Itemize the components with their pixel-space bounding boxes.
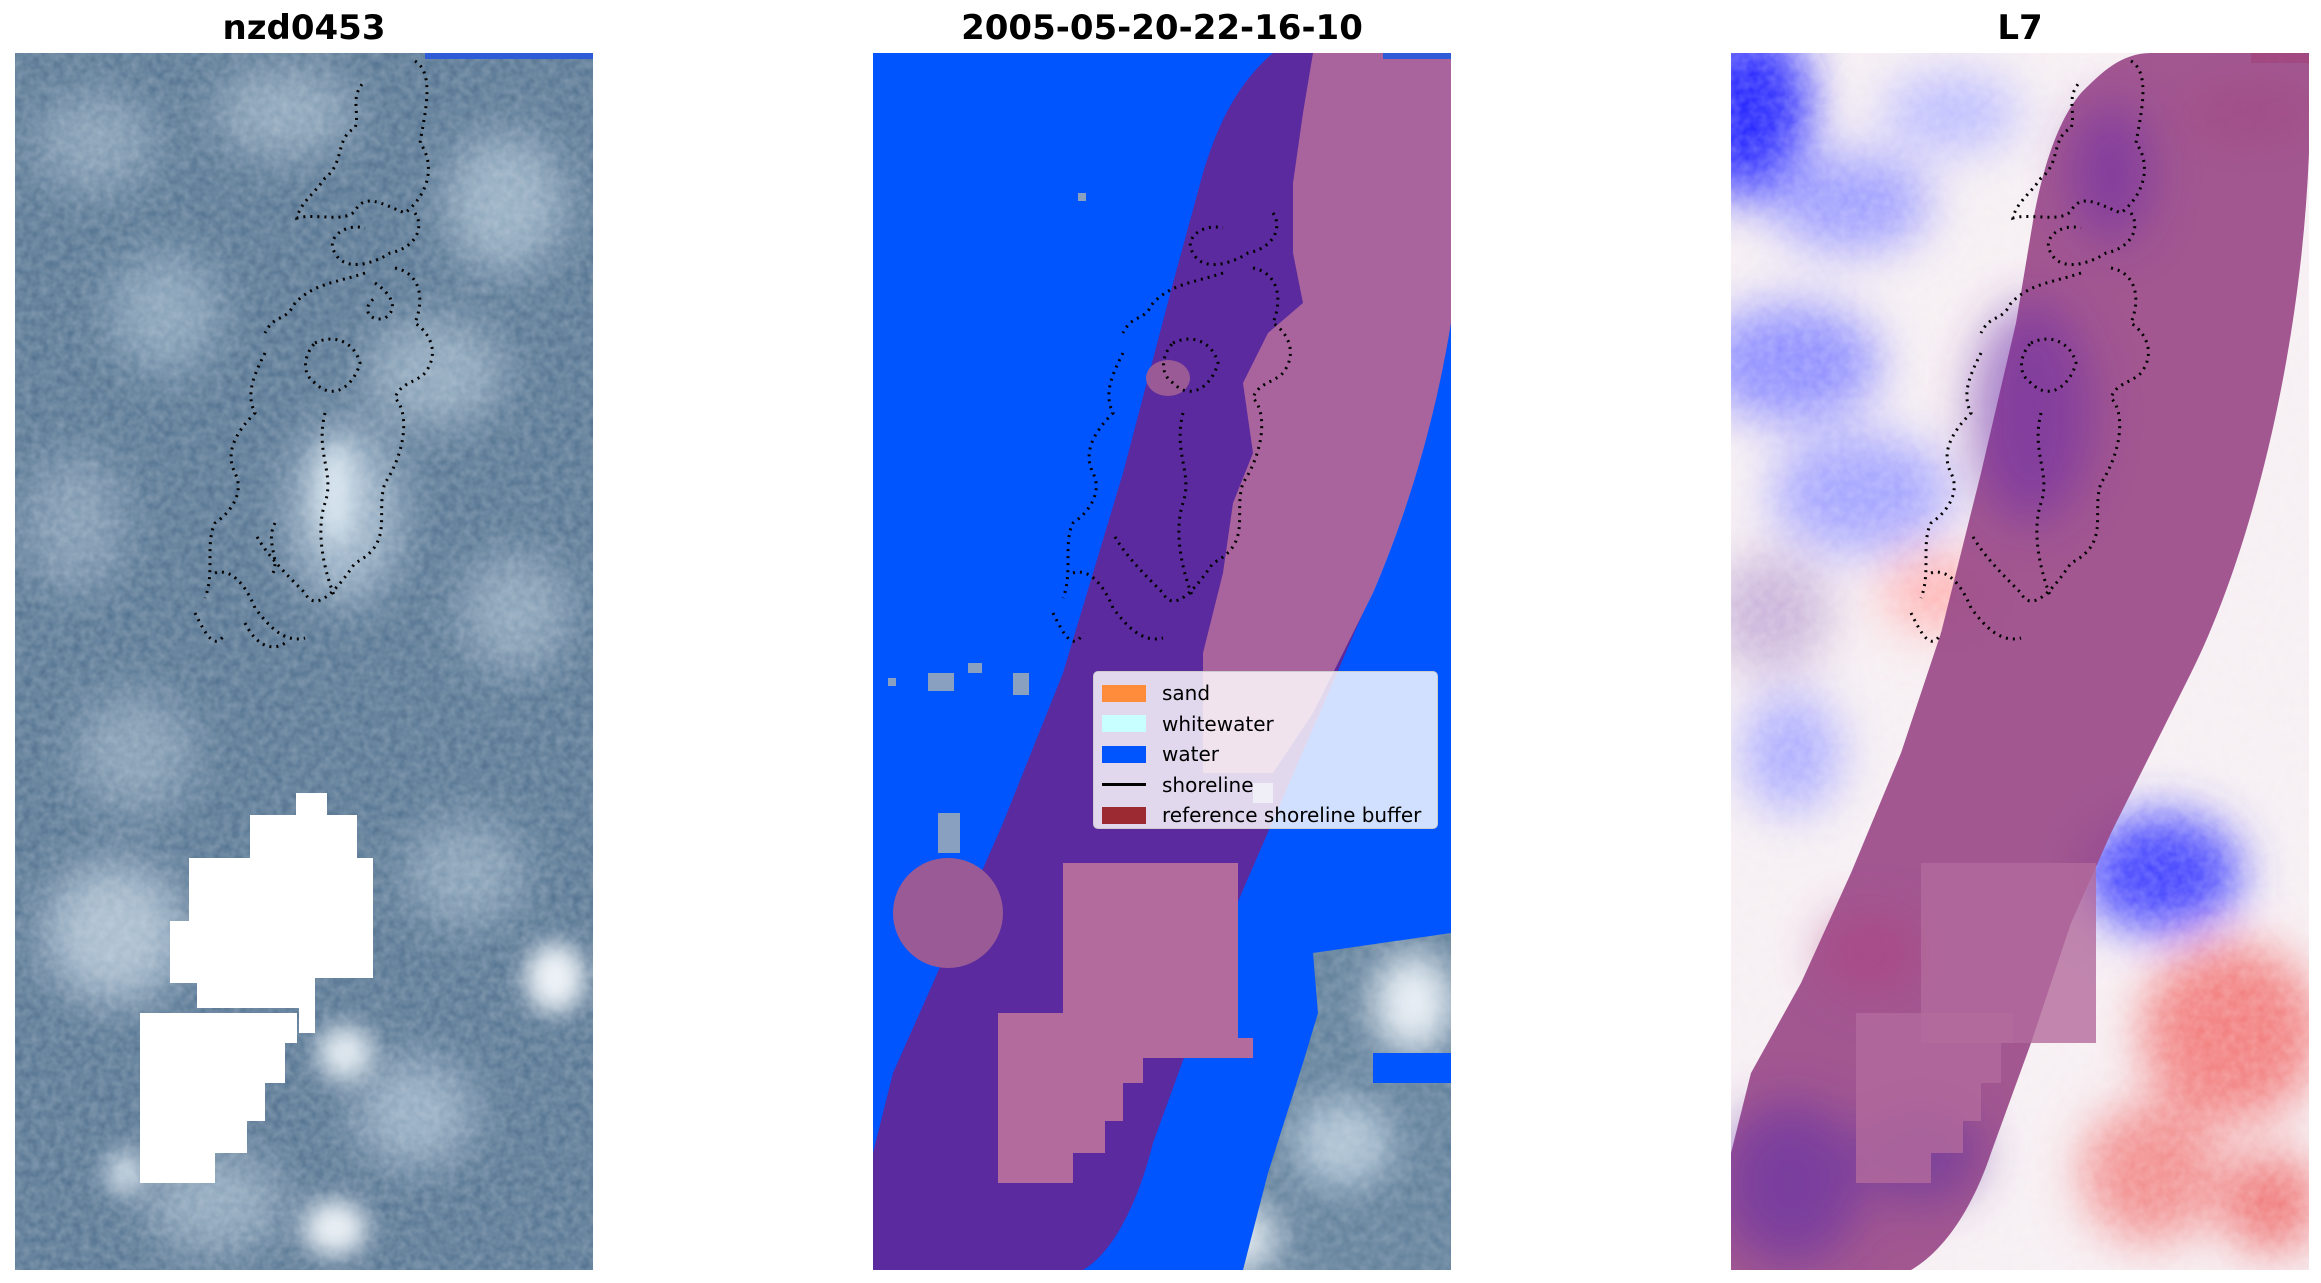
rgb-image-panel <box>15 53 593 1270</box>
rgb-image <box>15 53 593 1270</box>
legend: sand whitewater water shoreline referenc… <box>1093 671 1438 829</box>
panel-title-left: nzd0453 <box>222 8 386 48</box>
panel-title-middle: 2005-05-20-22-16-10 <box>961 8 1363 48</box>
legend-label: sand <box>1162 681 1211 706</box>
cloud-mask <box>170 793 373 1008</box>
sand-swatch <box>1102 684 1146 702</box>
legend-item-water: water <box>1102 739 1429 770</box>
legend-item-sand: sand <box>1102 678 1429 709</box>
legend-item-reference-buffer: reference shoreline buffer <box>1102 800 1429 831</box>
shoreline <box>1051 212 1292 643</box>
whitewater-swatch <box>1102 715 1146 733</box>
shoreline <box>193 59 434 649</box>
index-image-panel <box>1731 53 2309 1270</box>
legend-label: whitewater <box>1162 711 1274 736</box>
index-image <box>1731 53 2309 1270</box>
legend-item-shoreline: shoreline <box>1102 770 1429 801</box>
legend-label: reference shoreline buffer <box>1162 803 1422 828</box>
cloud-mask <box>140 1013 297 1183</box>
classified-image-panel <box>873 53 1451 1270</box>
classified-image <box>873 53 1451 1270</box>
panel-title-right: L7 <box>1997 8 2043 48</box>
shoreline-line-swatch <box>1102 783 1146 787</box>
buffer-swatch <box>1102 806 1146 824</box>
water-swatch <box>1102 745 1146 763</box>
shoreline <box>1909 59 2150 643</box>
legend-item-whitewater: whitewater <box>1102 709 1429 740</box>
legend-label: shoreline <box>1162 772 1254 797</box>
legend-label: water <box>1162 742 1219 767</box>
